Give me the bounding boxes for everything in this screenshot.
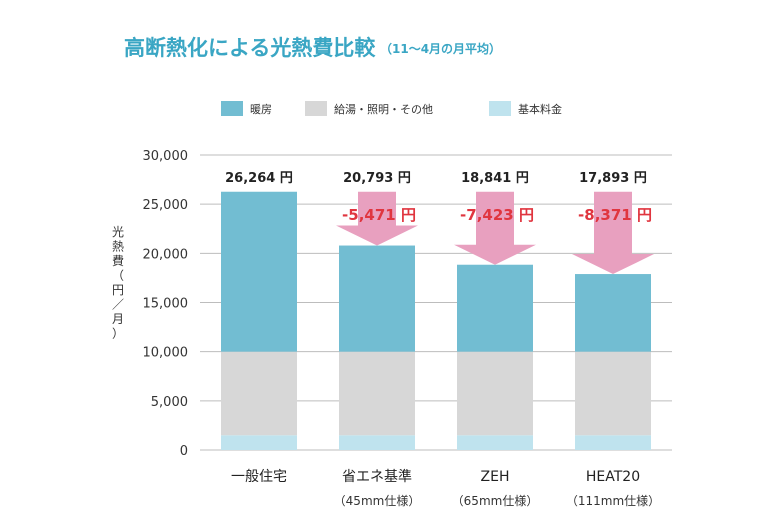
chart-subtitle-text: （11～4月の月平均） [380, 41, 501, 56]
reduction-arrows [336, 191, 654, 275]
y-tick-label: 5,000 [151, 395, 188, 410]
total-label: 20,793 円 [343, 171, 411, 186]
reduction-arrow [572, 191, 654, 275]
x-category-label: ZEH [481, 469, 510, 485]
difference-label: -7,423 円 [460, 206, 534, 224]
y-tick-label: 10,000 [143, 346, 189, 361]
bar-segment [457, 435, 533, 450]
legend-label: 暖房 [250, 103, 272, 116]
total-label: 17,893 円 [579, 171, 647, 186]
legend-item: 暖房 [221, 101, 272, 116]
total-label: 26,264 円 [225, 171, 293, 186]
x-category-label: 一般住宅 [231, 469, 287, 485]
x-category-sublabel: （45mm仕様） [334, 494, 421, 508]
bar-segment [575, 435, 651, 450]
y-tick-label: 15,000 [143, 297, 189, 312]
bar-segment [339, 435, 415, 450]
total-label: 18,841 円 [461, 171, 529, 186]
y-tick-label: 20,000 [143, 247, 189, 262]
chart-title: 高断熱化による光熱費比較 （11～4月の月平均） [124, 36, 501, 60]
bar-segment [221, 435, 297, 450]
chart-title-text: 高断熱化による光熱費比較 [124, 36, 376, 60]
legend-swatch [305, 101, 327, 116]
x-category-label: HEAT20 [586, 469, 640, 485]
data-labels: 26,264 円 20,793 円 -5,471 円 18,841 円 -7,423 円… [225, 171, 652, 224]
bar-stack [457, 264, 533, 450]
legend-item: 給湯・照明・その他 [305, 101, 433, 116]
y-tick-label: 25,000 [143, 198, 189, 213]
bar-stack [221, 191, 297, 450]
y-tick-label: 30,000 [143, 149, 189, 164]
chart-legend: 暖房 給湯・照明・その他 基本料金 [221, 101, 562, 116]
x-category-label: 省エネ基準 [342, 468, 412, 485]
bar-segment [457, 351, 533, 436]
reduction-arrow [454, 191, 536, 265]
difference-label: -8,371 円 [578, 206, 652, 224]
bar-segment [575, 274, 651, 352]
legend-item: 基本料金 [489, 101, 562, 116]
bar-stack [339, 245, 415, 450]
y-axis-ticks: 0 5,000 10,000 15,000 20,000 25,000 30,000 [143, 149, 189, 459]
bar-segment [457, 264, 533, 352]
legend-label: 給湯・照明・その他 [334, 102, 433, 116]
bar-segment [339, 245, 415, 352]
bars [221, 191, 651, 450]
legend-swatch [221, 101, 243, 116]
bar-segment [221, 351, 297, 436]
legend-label: 基本料金 [518, 102, 562, 116]
x-category-sublabel: （65mm仕様） [452, 494, 539, 508]
bar-segment [339, 351, 415, 436]
y-axis-label-text: 光熱費（円／月） [112, 225, 124, 341]
x-axis-categories: 一般住宅 省エネ基準 （45mm仕様） ZEH （65mm仕様） HEAT20 （111mm… [231, 468, 660, 508]
y-axis-label: 光熱費（円／月） [112, 225, 124, 341]
legend-swatch [489, 101, 511, 116]
y-tick-label: 0 [180, 444, 188, 459]
bar-stack [575, 274, 651, 450]
bar-segment [221, 191, 297, 352]
bar-segment [575, 351, 651, 436]
x-category-sublabel: （111mm仕様） [566, 494, 660, 508]
reduction-arrow [336, 191, 418, 246]
difference-label: -5,471 円 [342, 206, 416, 224]
